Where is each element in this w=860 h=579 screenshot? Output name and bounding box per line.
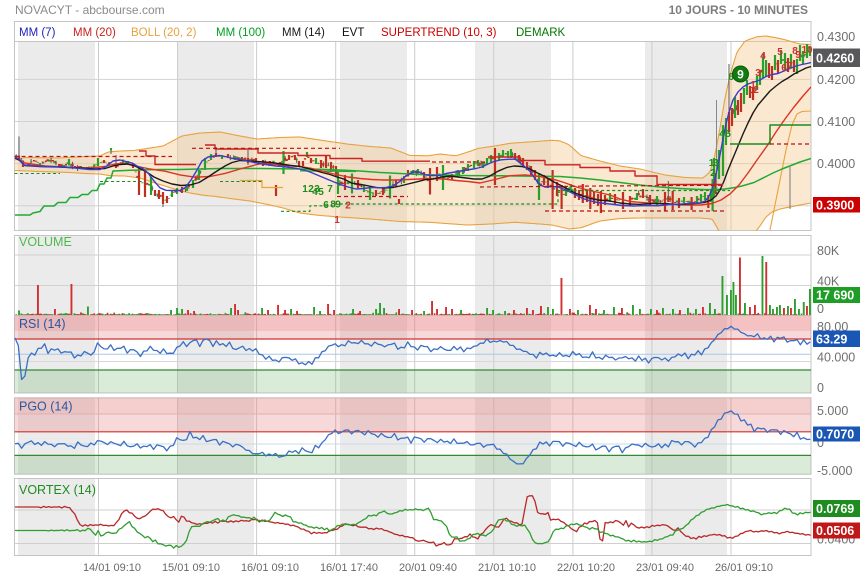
svg-text:22/01 10:20: 22/01 10:20: [557, 562, 615, 574]
svg-text:2: 2: [345, 201, 351, 212]
svg-text:5: 5: [777, 47, 783, 58]
svg-text:3: 3: [755, 68, 761, 79]
svg-text:15/01 09:10: 15/01 09:10: [162, 562, 220, 574]
svg-text:0.4000: 0.4000: [817, 157, 855, 171]
svg-text:10 JOURS - 10 MINUTES: 10 JOURS - 10 MINUTES: [669, 3, 808, 17]
svg-text:9: 9: [737, 68, 744, 82]
svg-text:0.3900: 0.3900: [816, 198, 854, 212]
svg-text:0: 0: [817, 381, 824, 395]
svg-text:2: 2: [753, 85, 759, 96]
svg-text:3: 3: [713, 158, 719, 169]
svg-text:0.4200: 0.4200: [817, 73, 855, 87]
svg-text:1: 1: [334, 215, 340, 226]
svg-text:16/01 09:10: 16/01 09:10: [241, 562, 299, 574]
svg-text:6: 6: [323, 200, 329, 211]
svg-text:SUPERTREND (10, 3): SUPERTREND (10, 3): [381, 27, 497, 39]
svg-text:5: 5: [725, 129, 731, 140]
svg-text:1: 1: [709, 158, 715, 169]
svg-text:DEMARK: DEMARK: [516, 27, 566, 39]
svg-text:14/01 09:10: 14/01 09:10: [83, 562, 141, 574]
svg-text:6: 6: [728, 72, 734, 83]
svg-text:9: 9: [795, 50, 801, 61]
svg-text:10: 10: [801, 45, 813, 56]
svg-text:6: 6: [781, 63, 787, 74]
svg-text:17 690: 17 690: [816, 289, 854, 303]
svg-text:3: 3: [314, 184, 320, 195]
svg-text:0.7070: 0.7070: [816, 428, 854, 442]
svg-text:VOLUME: VOLUME: [19, 235, 72, 249]
svg-text:8: 8: [330, 200, 336, 211]
svg-text:NOVACYT - abcbourse.com: NOVACYT - abcbourse.com: [15, 3, 165, 17]
svg-text:4: 4: [760, 51, 766, 62]
svg-text:MM (7): MM (7): [19, 27, 56, 39]
svg-text:RSI (14): RSI (14): [19, 317, 66, 331]
svg-text:0.4100: 0.4100: [817, 115, 855, 129]
svg-text:9: 9: [335, 200, 341, 211]
svg-text:23/01 09:40: 23/01 09:40: [636, 562, 694, 574]
svg-text:26/01 09:10: 26/01 09:10: [715, 562, 773, 574]
svg-text:21/01 10:10: 21/01 10:10: [478, 562, 536, 574]
svg-text:VORTEX (14): VORTEX (14): [19, 483, 96, 497]
svg-text:63.29: 63.29: [816, 332, 847, 346]
svg-text:EVT: EVT: [342, 27, 364, 39]
svg-text:40.000: 40.000: [817, 351, 855, 365]
svg-text:2: 2: [710, 168, 716, 179]
svg-text:5: 5: [318, 187, 324, 198]
svg-text:1: 1: [750, 80, 756, 91]
svg-text:PGO (14): PGO (14): [19, 400, 73, 414]
svg-text:8: 8: [792, 46, 798, 57]
svg-text:BOLL (20, 2): BOLL (20, 2): [131, 27, 197, 39]
svg-text:MM (100): MM (100): [216, 27, 265, 39]
svg-text:40K: 40K: [817, 275, 840, 289]
svg-text:0.0506: 0.0506: [816, 524, 854, 538]
svg-text:1: 1: [302, 184, 308, 195]
svg-text:4: 4: [312, 187, 318, 198]
svg-text:80K: 80K: [817, 244, 840, 258]
svg-text:4: 4: [719, 129, 725, 140]
svg-text:MM (14): MM (14): [282, 27, 325, 39]
svg-text:20/01 09:40: 20/01 09:40: [399, 562, 457, 574]
svg-text:0.0769: 0.0769: [816, 502, 854, 516]
svg-text:-5.000: -5.000: [817, 464, 852, 478]
svg-text:2: 2: [308, 184, 314, 195]
svg-text:7: 7: [327, 184, 333, 195]
svg-text:16/01 17:40: 16/01 17:40: [320, 562, 378, 574]
svg-text:0: 0: [817, 302, 824, 316]
svg-text:5.000: 5.000: [817, 404, 848, 418]
svg-text:0.4300: 0.4300: [817, 30, 855, 44]
svg-text:0.4260: 0.4260: [816, 51, 854, 65]
svg-text:7: 7: [787, 61, 793, 72]
svg-text:MM (20): MM (20): [73, 27, 116, 39]
svg-text:0: 0: [817, 436, 824, 450]
